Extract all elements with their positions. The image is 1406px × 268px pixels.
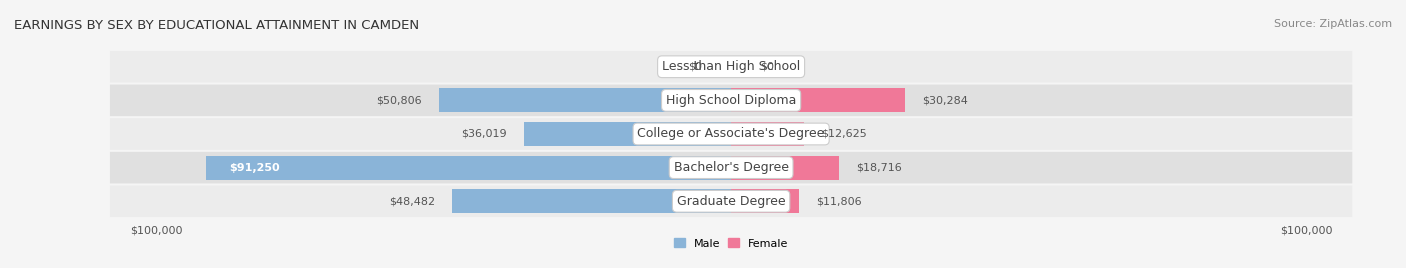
- Text: $30,284: $30,284: [922, 95, 969, 105]
- Text: $36,019: $36,019: [461, 129, 506, 139]
- Bar: [731, 88, 905, 113]
- Text: $0: $0: [689, 62, 703, 72]
- Bar: [731, 122, 804, 146]
- Text: $48,482: $48,482: [389, 196, 434, 206]
- Text: High School Diploma: High School Diploma: [666, 94, 796, 107]
- Text: EARNINGS BY SEX BY EDUCATIONAL ATTAINMENT IN CAMDEN: EARNINGS BY SEX BY EDUCATIONAL ATTAINMEN…: [14, 19, 419, 32]
- Text: College or Associate's Degree: College or Associate's Degree: [637, 128, 825, 140]
- Text: $91,250: $91,250: [229, 163, 280, 173]
- FancyBboxPatch shape: [110, 185, 1353, 217]
- Text: Source: ZipAtlas.com: Source: ZipAtlas.com: [1274, 19, 1392, 29]
- Text: $12,625: $12,625: [821, 129, 866, 139]
- Legend: Male, Female: Male, Female: [671, 235, 792, 252]
- Bar: [731, 189, 799, 213]
- FancyBboxPatch shape: [110, 51, 1353, 83]
- Text: $0: $0: [759, 62, 773, 72]
- Bar: [524, 122, 731, 146]
- Text: $18,716: $18,716: [856, 163, 901, 173]
- FancyBboxPatch shape: [110, 152, 1353, 183]
- Text: Graduate Degree: Graduate Degree: [676, 195, 786, 208]
- FancyBboxPatch shape: [110, 85, 1353, 116]
- Bar: [207, 155, 731, 180]
- Text: $11,806: $11,806: [817, 196, 862, 206]
- Bar: [439, 88, 731, 113]
- Text: Bachelor's Degree: Bachelor's Degree: [673, 161, 789, 174]
- Text: Less than High School: Less than High School: [662, 60, 800, 73]
- Text: $50,806: $50,806: [375, 95, 422, 105]
- FancyBboxPatch shape: [110, 118, 1353, 150]
- Bar: [453, 189, 731, 213]
- Bar: [731, 155, 839, 180]
